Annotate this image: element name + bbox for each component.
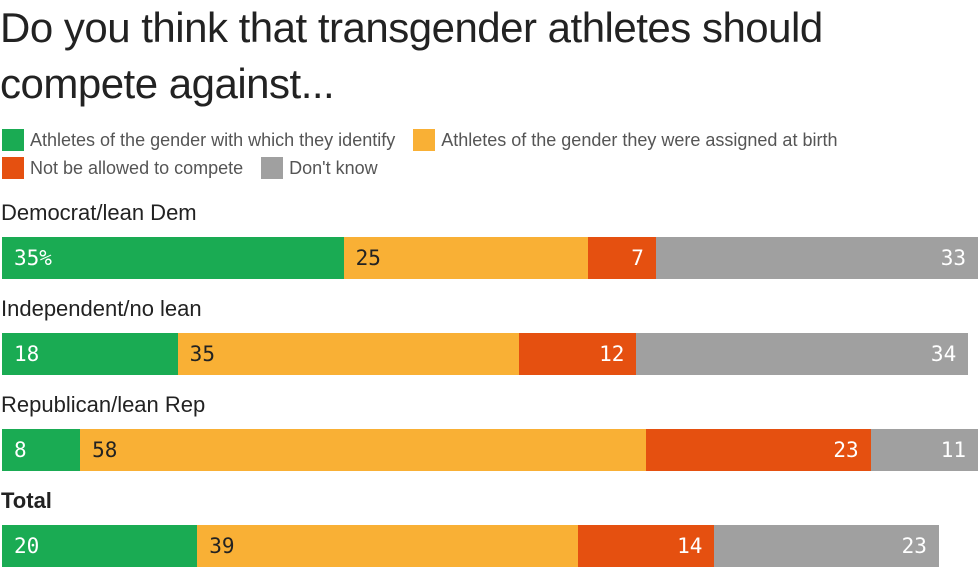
legend-swatch-birth: [413, 129, 436, 151]
legend-item-birth: Athletes of the gender they were assigne…: [413, 129, 837, 151]
bar-segment-democrat-identify: 35%: [2, 237, 344, 279]
data-label-democrat-dont-know: 33: [940, 246, 966, 270]
data-label-total-birth: 39: [209, 534, 235, 558]
data-label-democrat-not-allowed: 7: [631, 246, 644, 270]
bar-segment-independent-birth: 35: [177, 333, 520, 375]
bar-segment-independent-dont-know: 34: [636, 333, 969, 375]
legend-row-1: Athletes of the gender with which they i…: [2, 126, 972, 154]
legend-item-identify: Athletes of the gender with which they i…: [2, 129, 395, 151]
data-label-total-identify: 20: [14, 534, 40, 558]
group-label-republican: Republican/lean Rep: [1, 392, 206, 417]
data-label-independent-birth: 35: [189, 342, 215, 366]
data-label-independent-dont-know: 34: [930, 342, 957, 366]
group-label-democrat: Democrat/lean Dem: [1, 200, 197, 225]
bar-segment-democrat-not-allowed: 7: [587, 237, 656, 279]
data-label-total-dont-know: 23: [901, 534, 927, 558]
data-label-democrat-birth: 25: [355, 246, 381, 270]
legend-label-identify: Athletes of the gender with which they i…: [30, 129, 396, 150]
chart-title: Do you think that transgender athletes s…: [0, 4, 823, 107]
data-label-independent-not-allowed: 12: [599, 342, 625, 366]
stacked-bar-democrat: 35% 25 7 33: [2, 237, 978, 279]
bar-segment-democrat-dont-know: 33: [655, 237, 978, 279]
legend: Athletes of the gender with which they i…: [2, 126, 972, 182]
stacked-bar-total: 20 39 14 23: [2, 525, 978, 567]
group-label-total: Total: [1, 488, 52, 513]
bar-segment-independent-identify: 18: [2, 333, 178, 375]
data-label-republican-not-allowed: 23: [833, 438, 859, 462]
stacked-bar-republican: 8 58 23 11: [2, 429, 978, 471]
legend-swatch-identify: [2, 129, 24, 151]
data-label-democrat-identify: 35%: [14, 246, 52, 270]
bar-segment-republican-birth: 58: [80, 429, 647, 471]
stacked-bar-independent: 18 35 12 34: [2, 333, 978, 375]
bar-segment-republican-dont-know: 11: [870, 429, 978, 471]
legend-label-birth: Athletes of the gender they were assigne…: [441, 129, 838, 150]
legend-label-not-allowed: Not be allowed to compete: [30, 157, 244, 178]
bar-segment-republican-not-allowed: 23: [646, 429, 871, 471]
data-label-independent-identify: 18: [14, 342, 40, 366]
bar-segment-total-dont-know: 23: [714, 525, 939, 567]
bar-segment-republican-identify: 8: [2, 429, 81, 471]
legend-swatch-dont-know: [261, 157, 284, 179]
legend-swatch-not-allowed: [2, 157, 24, 179]
legend-row-2: Not be allowed to compete Don't know: [2, 154, 972, 182]
data-label-republican-birth: 58: [92, 438, 118, 462]
data-label-republican-dont-know: 11: [940, 438, 966, 462]
bar-segment-total-identify: 20: [2, 525, 198, 567]
group-label-independent: Independent/no lean: [1, 296, 202, 321]
legend-item-dont-know: Don't know: [261, 157, 378, 179]
bar-segment-total-not-allowed: 14: [577, 525, 715, 567]
bar-segment-total-birth: 39: [197, 525, 578, 567]
bar-segment-independent-not-allowed: 12: [519, 333, 637, 375]
bar-segment-democrat-birth: 25: [343, 237, 588, 279]
legend-label-dont-know: Don't know: [289, 157, 378, 178]
legend-item-not-allowed: Not be allowed to compete: [2, 157, 243, 179]
data-label-total-not-allowed: 14: [677, 534, 703, 558]
data-label-republican-identify: 8: [14, 438, 27, 462]
